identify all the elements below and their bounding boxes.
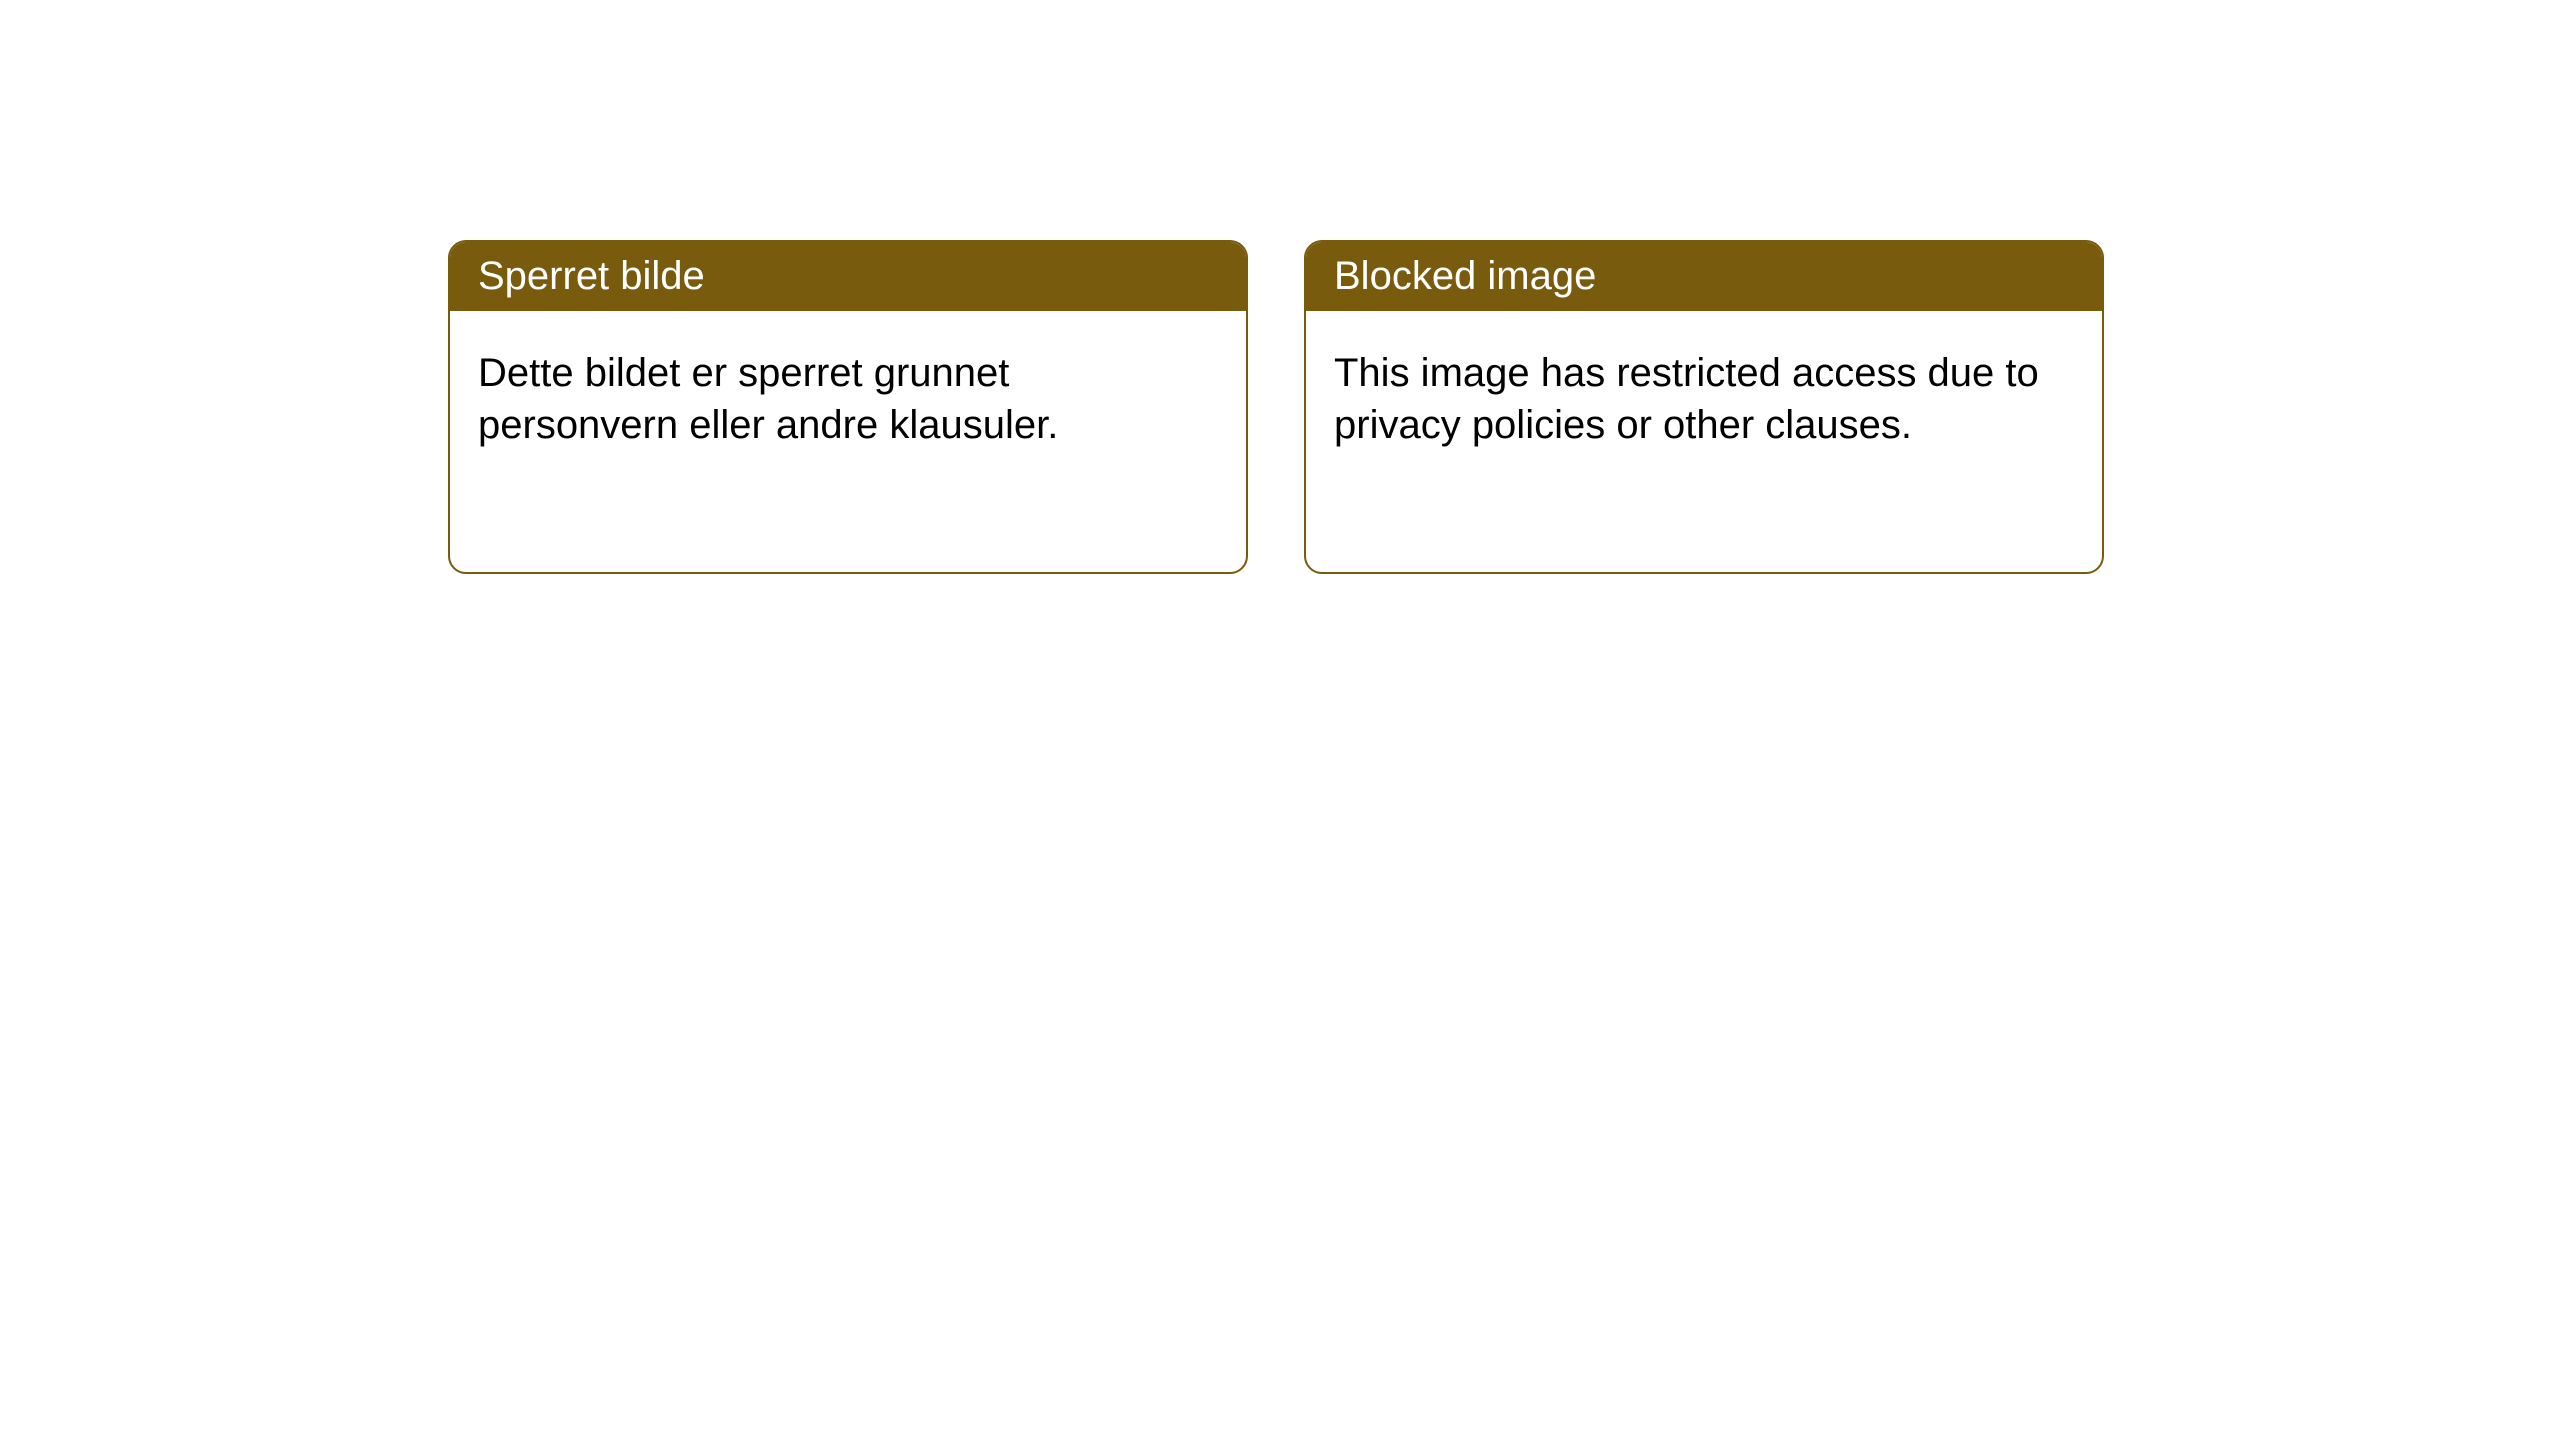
notice-cards-container: Sperret bilde Dette bildet er sperret gr… [448, 240, 2104, 574]
card-header: Sperret bilde [450, 242, 1246, 311]
notice-card-norwegian: Sperret bilde Dette bildet er sperret gr… [448, 240, 1248, 574]
card-header: Blocked image [1306, 242, 2102, 311]
card-body: This image has restricted access due to … [1306, 311, 2102, 487]
card-title: Blocked image [1334, 254, 1596, 298]
card-title: Sperret bilde [478, 254, 705, 298]
card-body-text: Dette bildet er sperret grunnet personve… [478, 351, 1058, 447]
card-body: Dette bildet er sperret grunnet personve… [450, 311, 1246, 487]
card-body-text: This image has restricted access due to … [1334, 351, 2039, 447]
notice-card-english: Blocked image This image has restricted … [1304, 240, 2104, 574]
